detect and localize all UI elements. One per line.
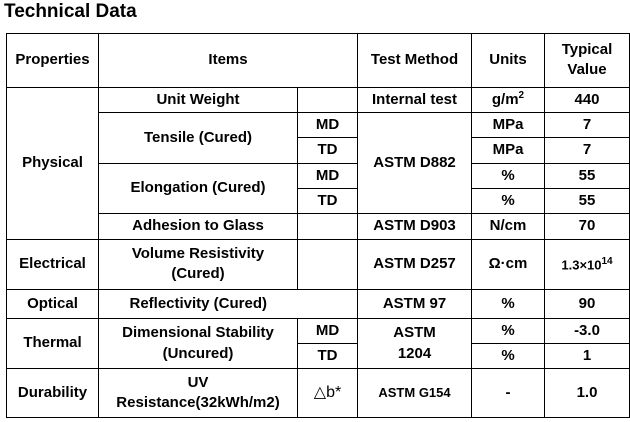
table-row: Physical Unit Weight Internal test g/m2 … [6, 86, 630, 240]
category-electrical: Electrical [6, 238, 99, 291]
unit-durability: - [471, 368, 545, 418]
value-exponent: 14 [601, 256, 613, 268]
table-row: Elongation (Cured) MD % 55 [7, 162, 630, 215]
method-line-1: ASTM [393, 324, 436, 342]
tensile-md: MD [297, 112, 358, 139]
header-properties: Properties [6, 33, 99, 88]
category-durability: Durability [6, 368, 99, 418]
unit-elongation-td: % [471, 187, 545, 215]
value-reflectivity: 90 [544, 289, 630, 319]
unit-base: g/m [491, 91, 519, 109]
value-durability: 1.0 [544, 368, 630, 418]
table-row: Optical Reflectivity (Cured) ASTM 97 % 9… [6, 289, 630, 319]
method-astm-1204: ASTM 1204 [357, 317, 472, 370]
value-elongation-md: 55 [544, 162, 630, 190]
unit-unit-weight: g/m2 [471, 86, 545, 114]
value-elongation-td: 55 [544, 187, 630, 215]
item-uv-resistance: UV Resistance(32kWh/m2) [98, 368, 298, 418]
method-astm-d903: ASTM D903 [357, 213, 472, 240]
delta-b-star: △b* [297, 368, 358, 418]
header-typical-value: Typical Value [544, 33, 630, 88]
table-row: Thermal Dimensional Stability (Uncured) M… [6, 317, 630, 370]
item-line-1: UV [187, 373, 209, 391]
elongation-md: MD [297, 162, 358, 190]
item-unit-weight: Unit Weight [98, 86, 298, 114]
empty-cell [297, 238, 358, 291]
unit-elongation-md: % [471, 162, 545, 190]
unit-thermal-td: % [471, 342, 545, 370]
value-thermal-md: -3.0 [544, 317, 630, 345]
empty-cell [297, 86, 358, 114]
item-line-1: Volume Resistivity [131, 245, 265, 263]
value-tensile-td: 7 [544, 137, 630, 164]
unit-tensile-td: MPa [471, 137, 545, 164]
tensile-td: TD [297, 137, 358, 164]
table-row: Adhesion to Glass ASTM D903 N/cm 70 [7, 213, 630, 240]
unit-tensile-md: MPa [471, 112, 545, 139]
item-line-2: Resistance(32kWh/m2) [116, 394, 280, 412]
method-astm-d882: ASTM D882 [357, 112, 472, 215]
value-volume-resistivity: 1.3×1014 [544, 238, 630, 291]
unit-adhesion: N/cm [471, 213, 545, 240]
table-header-row: Properties Items Test Method Units Typic… [6, 33, 630, 88]
item-volume-resistivity: Volume Resistivity (Cured) [98, 238, 298, 291]
item-line-2: (Cured) [171, 265, 225, 283]
elongation-td: TD [297, 187, 358, 215]
table-row: Durability UV Resistance(32kWh/m2) △b* AS… [6, 368, 630, 418]
item-line-2: (Uncured) [162, 344, 234, 362]
item-line-1: Dimensional Stability [122, 324, 274, 342]
table-row: TD MPa 7 [7, 137, 630, 164]
empty-cell [297, 289, 358, 319]
category-optical: Optical [6, 289, 99, 319]
method-astm-d257: ASTM D257 [357, 238, 472, 291]
thermal-md: MD [297, 317, 358, 345]
value-base: 1.3×10 [561, 257, 602, 273]
method-internal-test: Internal test [357, 86, 472, 114]
value-adhesion: 70 [544, 213, 630, 240]
category-thermal: Thermal [6, 317, 99, 370]
page-title: Technical Data [4, 1, 137, 22]
item-dimensional-stability: Dimensional Stability (Uncured) [98, 317, 298, 370]
value-tensile-md: 7 [544, 112, 630, 139]
method-astm-97: ASTM 97 [357, 289, 472, 319]
empty-cell [297, 213, 358, 240]
item-tensile: Tensile (Cured) [98, 112, 298, 164]
technical-data-table: Properties Items Test Method Units Typic… [6, 33, 630, 418]
category-physical: Physical [6, 86, 99, 240]
header-test-method: Test Method [357, 33, 472, 88]
unit-reflectivity: % [471, 289, 545, 319]
table-row: TD % 1 [7, 342, 630, 370]
method-astm-g154: ASTM G154 [357, 368, 472, 418]
item-reflectivity: Reflectivity (Cured) [98, 289, 298, 319]
item-elongation: Elongation (Cured) [98, 162, 298, 215]
table-row: Electrical Volume Resistivity (Cured) AST… [6, 238, 630, 291]
header-units: Units [471, 33, 545, 88]
unit-ohm-cm: Ω·cm [471, 238, 545, 291]
unit-thermal-md: % [471, 317, 545, 345]
value-unit-weight: 440 [544, 86, 630, 114]
item-adhesion: Adhesion to Glass [98, 213, 298, 240]
header-items: Items [98, 33, 358, 88]
value-thermal-td: 1 [544, 342, 630, 370]
method-line-2: 1204 [397, 344, 432, 362]
table-row: Tensile (Cured) MD ASTM D882 MPa 7 [7, 112, 630, 215]
unit-exponent: 2 [518, 90, 525, 102]
thermal-td: TD [297, 342, 358, 370]
